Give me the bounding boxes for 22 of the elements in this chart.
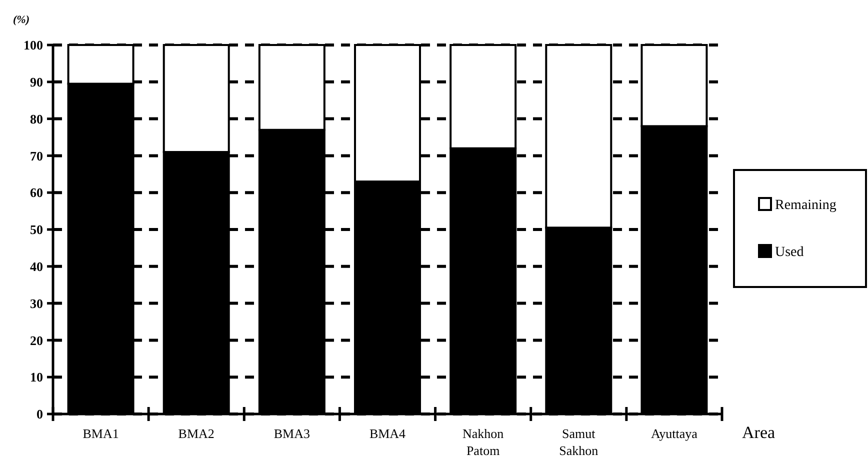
y-tick-label: 10 xyxy=(30,370,43,385)
y-tick-label: 50 xyxy=(30,222,43,238)
x-tick-label: Ayuttaya xyxy=(650,426,698,441)
x-tick-label: BMA3 xyxy=(274,426,310,441)
y-tick-label: 40 xyxy=(30,258,43,274)
x-tick-label: BMA4 xyxy=(369,426,406,441)
legend-label: Remaining xyxy=(775,198,836,213)
x-tick-label: Samut Sakhon xyxy=(559,426,599,458)
legend-label: Used xyxy=(775,245,804,260)
y-tick-label: 80 xyxy=(30,111,43,126)
y-tick-label: 60 xyxy=(30,185,43,200)
y-axis-title: (%) xyxy=(13,14,30,26)
y-tick-label: 100 xyxy=(24,38,43,53)
x-tick-label: Nakhon Patom xyxy=(462,426,504,458)
x-axis-title: Area xyxy=(742,423,776,442)
x-tick-label: BMA2 xyxy=(178,426,214,441)
y-tick-label: 0 xyxy=(36,406,43,422)
y-tick-label: 90 xyxy=(30,74,43,90)
y-tick-label: 30 xyxy=(30,296,43,311)
y-tick-label: 70 xyxy=(30,148,43,164)
x-tick-label: BMA1 xyxy=(82,426,119,441)
y-tick-label: 20 xyxy=(30,332,43,348)
